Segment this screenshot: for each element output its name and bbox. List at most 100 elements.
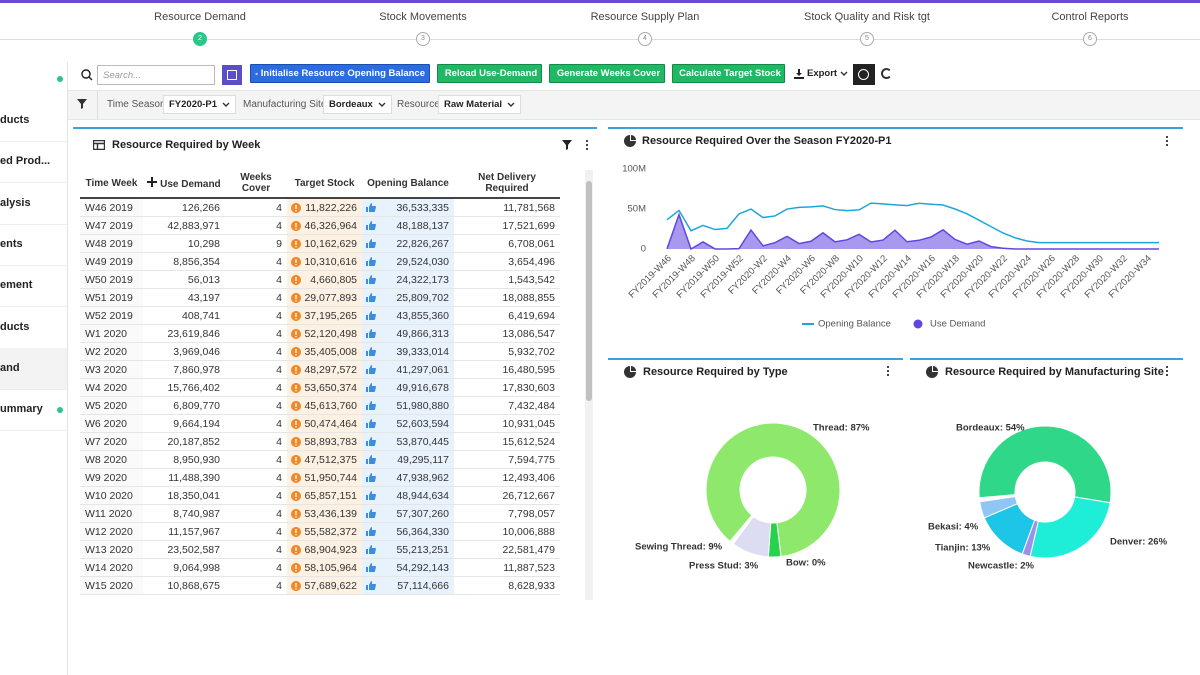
- action-button[interactable]: Initialise Resource Opening Balance: [250, 64, 430, 83]
- icon: [1166, 366, 1168, 376]
- icon-shape: [366, 527, 376, 536]
- column-header[interactable]: Use Demand: [143, 169, 225, 199]
- slice-label: Thread: 87%: [813, 423, 870, 434]
- cell-text: 17,521,699: [502, 219, 555, 232]
- table-row[interactable]: W4 2020 15,766,402 4 53,650,374 49,916,678 17…: [80, 378, 560, 397]
- table-row[interactable]: W14 2020 9,064,998 4 58,105,964 54,292,143 11…: [80, 558, 560, 577]
- icon-shape: [291, 545, 301, 555]
- step-number[interactable]: 4: [638, 32, 652, 46]
- icon-shape: [291, 419, 301, 429]
- export-button[interactable]: Export: [790, 64, 853, 83]
- table-row[interactable]: W1 2020 23,619,846 4 52,120,498 49,866,313 13…: [80, 324, 560, 343]
- table-row[interactable]: W9 2020 11,488,390 4 51,950,744 47,938,962 12…: [80, 468, 560, 487]
- table-row[interactable]: W52 2019 408,741 4 37,195,265 43,855,360 6,41…: [80, 306, 560, 325]
- table-cell: 4: [225, 468, 287, 487]
- status-dot: [57, 407, 63, 413]
- table-row[interactable]: W2 2020 3,969,046 4 35,405,008 39,333,014 5,9…: [80, 342, 560, 361]
- table-row[interactable]: W12 2020 11,157,967 4 55,582,372 56,364,330 1…: [80, 522, 560, 541]
- step-label[interactable]: Resource Supply Plan: [590, 11, 700, 23]
- sidebar-item[interactable]: ummary: [0, 389, 67, 432]
- step-label[interactable]: Stock Quality and Risk tgt: [804, 11, 930, 23]
- table-cell: 126,266: [143, 198, 225, 217]
- step-number[interactable]: 3: [416, 32, 430, 46]
- dropdown[interactable]: Bordeaux: [323, 95, 392, 114]
- placeholder: Search...: [103, 70, 142, 81]
- sidebar-item[interactable]: ents: [0, 224, 67, 266]
- sidebar-item[interactable]: ed Prod...: [0, 141, 67, 184]
- action-button[interactable]: Reload Use-Demand: [437, 64, 542, 83]
- column-header[interactable]: Opening Balance: [362, 169, 454, 199]
- cell-text: W6 2020: [85, 417, 128, 430]
- table-row[interactable]: W8 2020 8,950,930 4 47,512,375 49,295,117 7,5…: [80, 450, 560, 469]
- table-row[interactable]: W10 2020 18,350,041 4 65,857,151 48,944,634 2…: [80, 486, 560, 505]
- icon-shape: [366, 221, 376, 230]
- icon-shape: [366, 581, 376, 590]
- sidebar-item[interactable]: and: [0, 347, 67, 390]
- icon: [291, 455, 301, 465]
- table-row[interactable]: W46 2019 126,266 4 11,822,226 36,533,335 11,7…: [80, 198, 560, 217]
- sidebar-item[interactable]: ducts: [0, 100, 67, 142]
- table-cell: W1 2020: [80, 324, 143, 343]
- table-row[interactable]: W7 2020 20,187,852 4 58,893,783 53,870,445 15…: [80, 432, 560, 451]
- table-row[interactable]: W49 2019 8,856,354 4 10,310,616 29,524,030 3,…: [80, 252, 560, 271]
- step-label[interactable]: Control Reports: [1051, 11, 1129, 23]
- cell-text: 55,582,372: [304, 525, 357, 538]
- search-input[interactable]: Search...: [97, 65, 215, 85]
- step-label[interactable]: Stock Movements: [379, 11, 467, 23]
- table-row[interactable]: W47 2019 42,883,971 4 46,326,964 48,188,137 1…: [80, 216, 560, 235]
- cell-text: 49,295,117: [397, 453, 449, 466]
- panel-title: Resource Required by Week: [112, 139, 261, 151]
- column-header[interactable]: Weeks Cover: [225, 169, 287, 199]
- table-row[interactable]: W5 2020 6,809,770 4 45,613,760 51,980,880 7,4…: [80, 396, 560, 415]
- icon-shape: [81, 69, 93, 81]
- column-header[interactable]: Time Week: [80, 169, 143, 199]
- step-number[interactable]: 5: [860, 32, 874, 46]
- table-row[interactable]: W11 2020 8,740,987 4 53,436,139 57,307,260 7,…: [80, 504, 560, 523]
- cell-text: 4: [276, 201, 282, 214]
- column-header[interactable]: Net Delivery Required: [454, 169, 560, 199]
- icon-shape: [291, 563, 301, 573]
- slice-label: Bekasi: 4%: [928, 522, 979, 533]
- table-row[interactable]: W48 2019 10,298 9 10,162,629 22,826,267 6,708…: [80, 234, 560, 253]
- cell-text: 35,405,008: [304, 345, 357, 358]
- refresh-button[interactable]: [881, 68, 892, 79]
- header-text: Opening Balance: [367, 177, 449, 189]
- sidebar-item[interactable]: ducts: [0, 307, 67, 349]
- table-cell: 10,868,675: [143, 576, 225, 595]
- table-row[interactable]: W3 2020 7,860,978 4 48,297,572 41,297,061 16,…: [80, 360, 560, 379]
- table-row[interactable]: W51 2019 43,197 4 29,077,893 25,809,702 18,08…: [80, 288, 560, 307]
- table-row[interactable]: W6 2020 9,664,194 4 50,474,464 52,603,594 10,…: [80, 414, 560, 433]
- step-label[interactable]: Resource Demand: [154, 11, 246, 23]
- cell-text: 4: [276, 291, 282, 304]
- sidebar-item[interactable]: alysis: [0, 183, 67, 225]
- cell-text: 47,938,962: [396, 471, 449, 484]
- table-cell: 68,904,923: [287, 540, 362, 559]
- step-number[interactable]: 2: [193, 32, 207, 46]
- scroll-thumb[interactable]: [586, 181, 592, 401]
- icon-shape: [291, 221, 301, 231]
- icon: [366, 239, 376, 248]
- dropdown[interactable]: FY2020-P1: [163, 95, 237, 114]
- icon-shape: [291, 347, 301, 357]
- table-cell: 4: [225, 288, 287, 307]
- table-row[interactable]: W15 2020 10,868,675 4 57,689,622 57,114,666 8…: [80, 576, 560, 595]
- icon: [366, 347, 376, 356]
- table-row[interactable]: W13 2020 23,502,587 4 68,904,923 55,213,251 2…: [80, 540, 560, 559]
- table-row[interactable]: W50 2019 56,013 4 4,660,805 24,322,173 1,543,…: [80, 270, 560, 289]
- cell-text: 7,860,978: [173, 363, 220, 376]
- action-button[interactable]: Generate Weeks Cover: [549, 64, 665, 83]
- table-cell: 8,856,354: [143, 252, 225, 271]
- cell-text: 6,809,770: [173, 399, 220, 412]
- cell-text: 16,480,595: [502, 363, 555, 376]
- table-cell: 65,857,151: [287, 486, 362, 505]
- table-cell: 23,619,846: [143, 324, 225, 343]
- action-button[interactable]: Calculate Target Stock: [672, 64, 785, 83]
- icon-shape: [507, 102, 515, 107]
- sidebar-item[interactable]: ement: [0, 265, 67, 308]
- dropdown[interactable]: Raw Material: [438, 95, 522, 114]
- icon: [77, 99, 87, 109]
- icon: [366, 203, 376, 212]
- step-number[interactable]: 6: [1083, 32, 1097, 46]
- table-cell: 47,938,962: [362, 468, 454, 487]
- column-header[interactable]: Target Stock: [287, 169, 362, 199]
